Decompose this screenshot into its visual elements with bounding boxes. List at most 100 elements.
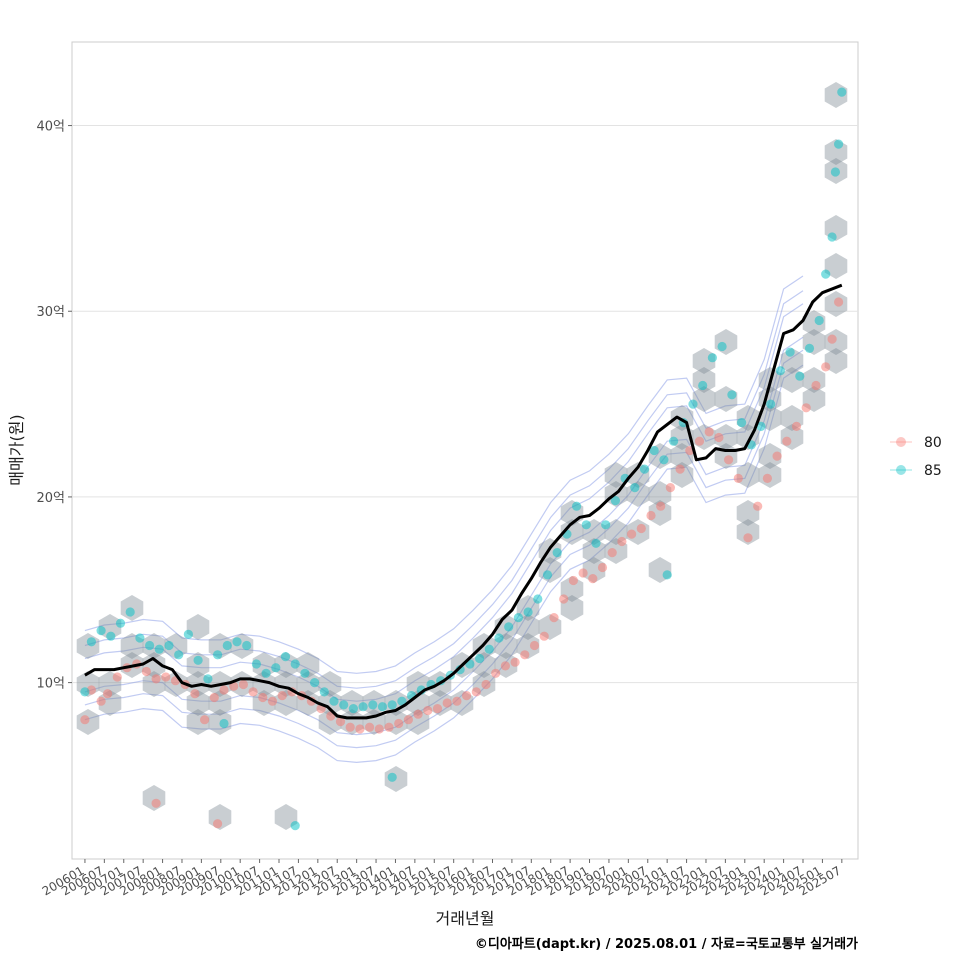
data-point-85 xyxy=(232,637,242,647)
data-point-80 xyxy=(394,718,404,729)
data-point-80 xyxy=(103,689,113,699)
data-point-80 xyxy=(219,685,229,695)
data-point-80 xyxy=(161,672,171,682)
data-point-85 xyxy=(659,455,669,465)
hexbin-cell xyxy=(582,557,606,583)
data-point-80 xyxy=(384,722,394,732)
data-point-85 xyxy=(591,538,601,548)
data-point-85 xyxy=(96,626,106,636)
caption: ©디아파트(dapt.kr) / 2025.08.01 / 자료=국토교통부 실… xyxy=(475,936,858,952)
data-point-80 xyxy=(423,705,433,716)
data-point-80 xyxy=(559,594,569,604)
legend: 80 85 xyxy=(890,435,942,479)
data-point-85 xyxy=(154,644,164,654)
data-point-85 xyxy=(727,390,737,400)
data-point-85 xyxy=(290,659,300,669)
data-point-80 xyxy=(529,640,540,651)
data-point-80 xyxy=(481,679,491,690)
data-point-85 xyxy=(377,702,388,712)
data-point-85 xyxy=(290,821,300,831)
data-point-80 xyxy=(588,574,598,584)
data-point-80 xyxy=(413,709,423,719)
data-point-85 xyxy=(115,618,126,628)
trend-line xyxy=(84,283,843,720)
data-point-80 xyxy=(258,692,268,703)
data-point-80 xyxy=(821,362,831,372)
data-point-85 xyxy=(319,687,329,697)
hexbin-cell xyxy=(296,671,320,697)
legend-key-80 xyxy=(896,437,906,447)
data-point-85 xyxy=(219,718,229,729)
data-point-80 xyxy=(335,717,346,727)
data-point-85 xyxy=(513,613,524,623)
x-axis-title: 거래년월 xyxy=(436,909,495,928)
data-point-85 xyxy=(717,341,727,352)
data-point-85 xyxy=(261,668,271,678)
data-point-80 xyxy=(578,568,588,578)
gridlines xyxy=(72,125,858,684)
data-point-85 xyxy=(213,650,223,660)
data-point-80 xyxy=(462,691,472,701)
data-point-80 xyxy=(520,650,530,660)
data-point-80 xyxy=(238,679,248,690)
data-point-80 xyxy=(656,501,666,511)
data-point-80 xyxy=(374,724,384,734)
data-point-85 xyxy=(504,622,514,632)
data-point-80 xyxy=(627,529,637,539)
data-point-85 xyxy=(80,687,90,697)
data-point-85 xyxy=(164,640,174,651)
data-point-80 xyxy=(277,691,287,701)
data-point-85 xyxy=(814,315,824,326)
data-point-85 xyxy=(552,548,562,558)
data-point-80 xyxy=(403,715,413,725)
hexbin-cell xyxy=(252,671,276,697)
hexbin-cell xyxy=(186,652,210,678)
hexbin-cell xyxy=(516,614,540,640)
data-point-80 xyxy=(704,427,714,437)
data-point-85 xyxy=(251,659,261,669)
y-tick-label: 20억 xyxy=(36,491,65,506)
data-point-80 xyxy=(442,698,452,708)
data-point-85 xyxy=(662,570,672,580)
data-point-85 xyxy=(348,704,358,714)
data-point-80 xyxy=(151,674,161,684)
data-point-80 xyxy=(724,455,734,465)
data-point-85 xyxy=(830,167,841,177)
data-point-85 xyxy=(368,700,378,710)
data-point-85 xyxy=(484,644,494,654)
data-point-80 xyxy=(80,715,90,725)
data-point-85 xyxy=(193,655,203,665)
scatter-points xyxy=(80,87,847,831)
hexbin-cell xyxy=(406,709,430,735)
data-point-85 xyxy=(280,652,291,662)
legend-label-80: 80 xyxy=(924,435,942,451)
hexbin-cell xyxy=(824,348,848,374)
data-point-85 xyxy=(542,570,553,580)
data-point-85 xyxy=(222,640,232,651)
data-point-80 xyxy=(229,681,239,691)
data-point-80 xyxy=(452,696,462,706)
data-point-85 xyxy=(174,650,184,660)
hexbin-cell xyxy=(736,462,760,488)
data-point-80 xyxy=(267,696,278,706)
data-point-80 xyxy=(636,523,646,534)
data-point-85 xyxy=(610,496,621,506)
data-point-80 xyxy=(617,536,627,547)
data-point-85 xyxy=(785,347,795,357)
data-point-85 xyxy=(698,380,708,391)
data-point-80 xyxy=(355,724,365,734)
y-tick-label: 30억 xyxy=(36,305,65,320)
data-point-85 xyxy=(358,702,368,712)
data-point-85 xyxy=(329,696,339,706)
data-point-85 xyxy=(795,371,805,381)
data-point-85 xyxy=(86,637,96,647)
data-point-80 xyxy=(432,704,443,714)
data-point-85 xyxy=(203,674,213,684)
y-tick-label: 40억 xyxy=(36,120,65,135)
data-point-85 xyxy=(766,399,776,409)
data-point-85 xyxy=(300,668,310,678)
data-point-85 xyxy=(639,464,650,474)
data-point-85 xyxy=(688,399,698,409)
trend-line-path xyxy=(84,283,843,720)
